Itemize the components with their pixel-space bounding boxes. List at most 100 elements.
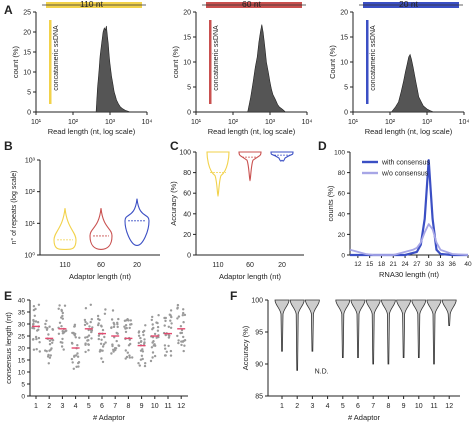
violin-b-60 [89,208,113,250]
data-point-e [124,324,128,327]
category-label-f: 8 [386,403,390,410]
data-point-e [97,334,101,337]
category-label-f: 10 [415,403,423,410]
data-point-e [58,321,62,324]
violin-f-8 [380,299,396,365]
data-point-e [137,362,140,365]
data-point-e [61,314,64,318]
data-point-e [149,359,153,363]
violin-f-12 [441,299,457,326]
data-point-e [48,339,52,342]
x-axis-label-b: Adaptor length (nt) [69,272,132,281]
y-tick-label-d: 80 [338,170,346,177]
y-axis-label-a1: count (%) [11,45,20,78]
data-point-e [124,357,127,360]
y-tick-label-d: 60 [338,191,346,198]
data-point-e [90,318,94,321]
data-point-e [51,341,54,344]
data-point-e [126,351,129,354]
data-point-e [180,343,183,347]
axes-d [349,152,468,256]
data-point-e [103,312,107,315]
y-tick-label-b: 10¹ [25,221,36,228]
data-point-e [46,327,49,330]
violin-f-9 [396,299,412,358]
data-point-e [139,349,143,352]
x-axis-label-a3: Read length (nt, log scale) [365,127,453,136]
data-point-e [131,356,134,359]
data-point-e [164,316,167,320]
category-label-e: 1 [34,403,38,410]
y-tick-label-d: 100 [334,150,345,157]
y-axis-label-f: Accuracy (%) [241,325,250,370]
data-point-e [70,357,74,361]
data-point-e [99,342,103,345]
x-tick-label-a1: 10² [68,119,79,126]
data-point-e [113,347,117,350]
x-tick-label-d: 40 [464,261,472,268]
category-label-c: 20 [278,262,286,269]
data-point-e [32,320,35,323]
category-label-e: 9 [140,403,144,410]
data-point-e [139,358,143,361]
data-point-e [182,311,185,315]
data-point-e [87,343,91,346]
data-point-e [76,352,79,355]
data-point-e [61,317,64,320]
violin-c-110 [206,151,230,197]
y-tick-label-c: 40 [183,211,191,218]
data-point-e [58,304,61,307]
data-point-e [143,338,146,341]
data-point-e [111,309,115,312]
chart-title-a2: 60 nt [242,0,262,9]
data-point-e [177,341,180,345]
category-label-e: 7 [113,403,117,410]
x-tick-label-a3: 10¹ [348,119,359,126]
y-tick-label-a2: 15 [183,35,191,42]
x-tick-label-a3: 10⁴ [459,119,470,126]
x-axis-label-e: # Adaptor [93,413,126,422]
y-tick-label-a3: 10 [340,60,348,67]
data-point-e [72,367,76,370]
x-tick-label-d: 21 [390,261,398,268]
data-point-e [87,334,91,337]
data-point-e [38,350,41,353]
data-point-e [124,349,128,352]
data-point-e [37,336,41,340]
data-point-e [51,328,54,331]
category-label-e: 4 [74,403,78,410]
data-point-e [57,332,61,335]
data-point-e [48,356,52,359]
axes-b [39,160,160,256]
data-point-e [32,323,35,326]
data-point-e [128,356,131,359]
x-tick-label-a3: 10³ [422,119,433,126]
data-point-e [138,364,141,367]
category-label-f: 9 [402,403,406,410]
violin-f-3 [304,299,320,352]
data-point-e [112,350,115,353]
data-point-e [34,320,38,323]
data-point-e [60,325,63,328]
data-point-e [169,354,173,357]
data-point-e [153,343,156,346]
data-point-e [151,315,154,319]
data-point-e [86,335,89,339]
violin-f-2 [289,299,305,371]
data-point-e [32,327,36,330]
data-point-e [150,346,154,349]
data-point-e [77,365,80,368]
data-point-e [164,333,167,337]
category-label-f: 1 [280,403,284,410]
violin-f-7 [365,299,381,365]
x-axis-label-a1: Read length (nt, log scale) [48,127,136,136]
category-label-e: 3 [60,403,64,410]
x-tick-label-a2: 10² [228,119,239,126]
data-point-e [101,328,105,332]
data-point-e [169,309,173,312]
data-point-e [163,324,166,327]
y-tick-label-d: 40 [338,211,346,218]
data-point-e [176,307,179,310]
x-tick-label-a2: 10¹ [191,119,202,126]
data-point-e [169,314,172,317]
